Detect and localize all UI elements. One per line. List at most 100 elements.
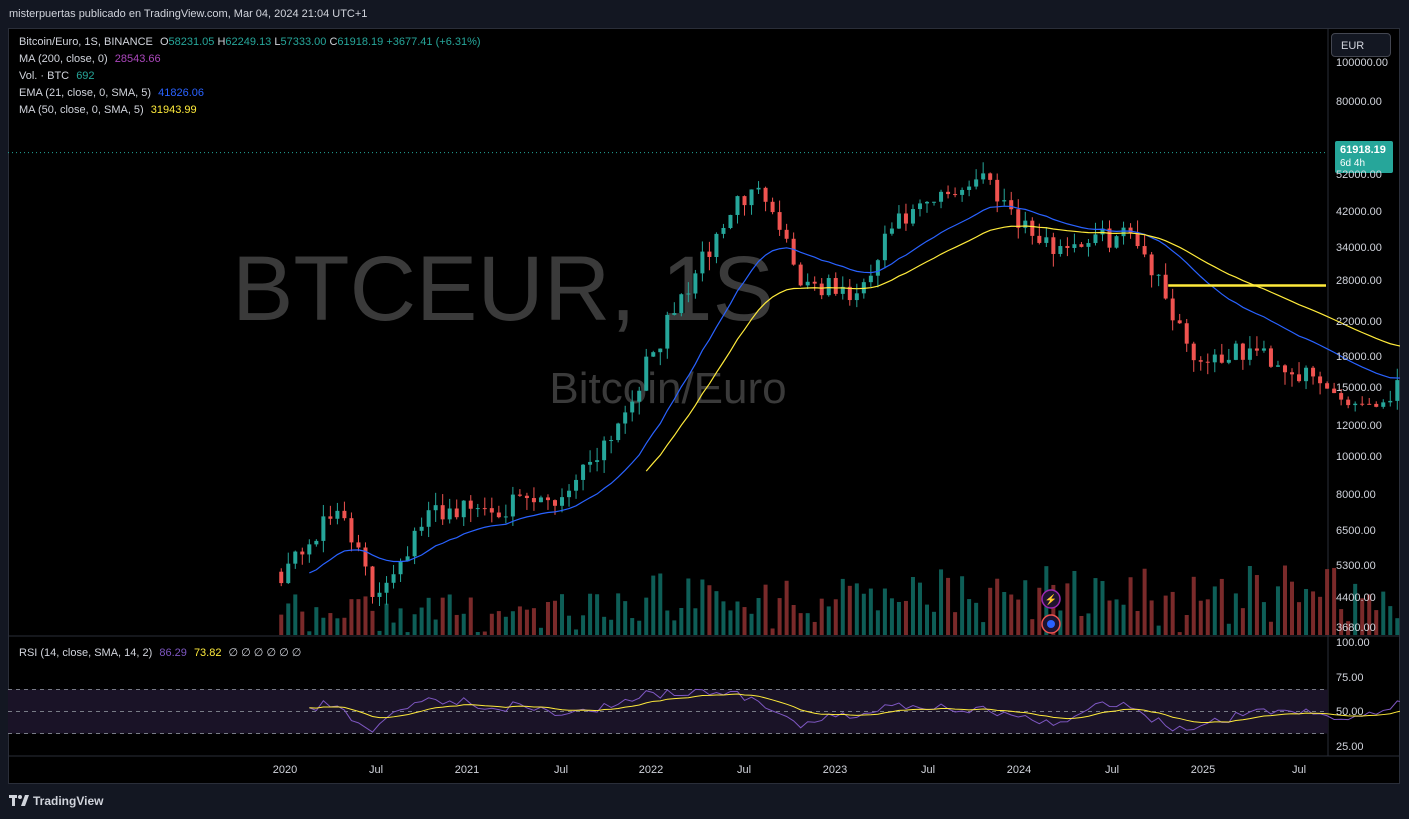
candle-body (1332, 388, 1337, 394)
volume-bar (300, 611, 305, 635)
volume-bar (756, 598, 761, 635)
candle-body (1051, 237, 1056, 254)
volume-bar (1072, 570, 1077, 635)
volume-bar (714, 591, 719, 635)
legend-l-label: L (274, 36, 281, 48)
volume-bar (939, 569, 944, 635)
volume-bar (1275, 586, 1280, 635)
volume-bar (805, 613, 810, 635)
volume-bar (925, 604, 930, 635)
legend-ema21[interactable]: EMA (21, close, 0, SMA, 5) 41826.06 (19, 86, 204, 100)
candle-body (440, 505, 445, 520)
candle-body (1016, 209, 1021, 228)
time-axis-tick: Jul (554, 764, 568, 776)
volume-bar (651, 575, 656, 635)
volume-bar (524, 609, 529, 635)
price-axis-tick: 22000.00 (1336, 316, 1382, 328)
legend-symbol[interactable]: Bitcoin/Euro, 1S, BINANCE O58231.05 H622… (19, 35, 481, 49)
candle-body (981, 173, 986, 180)
volume-bar (342, 617, 347, 635)
volume-bar (496, 611, 501, 635)
publish-bar: misterpuertas publicado en TradingView.c… (0, 0, 1409, 28)
price-axis-tick: 52000.00 (1336, 169, 1382, 181)
legend-vol[interactable]: Vol. · BTC 692 (19, 69, 95, 83)
volume-bar (1079, 615, 1084, 635)
candle-body (953, 194, 958, 196)
volume-bar (1325, 569, 1330, 635)
volume-bar (812, 621, 817, 635)
legend-rsi[interactable]: RSI (14, close, SMA, 14, 2) 86.29 73.82 … (19, 646, 301, 660)
candle-body (1065, 246, 1070, 248)
candle-body (595, 460, 600, 462)
candle-body (328, 516, 333, 519)
volume-bar (679, 607, 684, 635)
candle-body (545, 497, 550, 501)
tradingview-logo[interactable]: TradingView (9, 794, 103, 808)
volume-bar (377, 630, 382, 635)
candle-body (1023, 220, 1028, 228)
candle-body (1072, 244, 1077, 248)
currency-button[interactable]: EUR (1331, 33, 1391, 57)
candle-body (826, 278, 831, 296)
legend-rsi-label: RSI (14, close, SMA, 14, 2) (19, 647, 153, 659)
volume-bar (932, 611, 937, 635)
candle-body (489, 508, 494, 513)
volume-bar (1374, 610, 1379, 635)
candle-body (567, 490, 572, 498)
volume-bar (896, 601, 901, 635)
candle-body (1240, 343, 1245, 360)
legend-change: +3677.41 (+6.31%) (386, 36, 481, 48)
volume-bar (447, 594, 452, 635)
time-axis-tick: Jul (1105, 764, 1119, 776)
candle-body (693, 273, 698, 294)
volume-bar (917, 582, 922, 635)
price-chart[interactable]: BTCEUR, 1S Bitcoin/Euro 100000.00 80000.00 5… (8, 28, 1400, 784)
volume-bar (861, 593, 866, 635)
volume-bar (595, 594, 600, 635)
volume-bar (665, 610, 670, 635)
rsi-axis-tick: 50.00 (1336, 706, 1364, 718)
volume-bar (1142, 568, 1147, 635)
volume-bar (398, 608, 403, 635)
candle-body (1009, 200, 1014, 210)
volume-bar (279, 614, 284, 635)
candle-body (763, 187, 768, 202)
volume-bar (482, 631, 487, 635)
rsi-axis-tick: 100.00 (1336, 637, 1370, 649)
volume-bar (854, 583, 859, 635)
candle-body (1254, 348, 1259, 351)
volume-bar (974, 602, 979, 635)
candle-body (391, 574, 396, 583)
publish-info: misterpuertas publicado en TradingView.c… (9, 8, 368, 20)
candle-body (602, 440, 607, 461)
watermark-symbol: BTCEUR, 1S (232, 238, 774, 340)
candle-body (903, 213, 908, 224)
rsi-axis-tick: 25.00 (1336, 741, 1364, 753)
candle-body (609, 440, 614, 442)
candle-body (1226, 359, 1231, 363)
candle-body (588, 461, 593, 465)
volume-bar (995, 578, 1000, 635)
candle-body (1170, 298, 1175, 321)
volume-bar (510, 611, 515, 635)
legend-ma50[interactable]: MA (50, close, 0, SMA, 5) 31943.99 (19, 103, 197, 117)
volume-bar (693, 608, 698, 635)
volume-bar (328, 613, 333, 635)
volume-bar (1240, 608, 1245, 635)
volume-bar (489, 613, 494, 635)
candle-body (932, 201, 937, 203)
price-axis-tick: 28000.00 (1336, 275, 1382, 287)
legend-ma200[interactable]: MA (200, close, 0) 28543.66 (19, 52, 161, 66)
ma50-line (645, 225, 1400, 472)
time-axis-tick: 2023 (823, 764, 847, 776)
volume-bar (763, 584, 768, 635)
volume-bar (833, 599, 838, 635)
volume-bar (560, 594, 565, 635)
volume-bar (1367, 594, 1372, 635)
volume-bar (1339, 609, 1344, 635)
candle-body (581, 464, 586, 480)
volume-bar (1226, 623, 1231, 635)
volume-bar (552, 600, 557, 635)
last-price-countdown: 6d 4h (1340, 158, 1366, 169)
candle-body (644, 356, 649, 391)
